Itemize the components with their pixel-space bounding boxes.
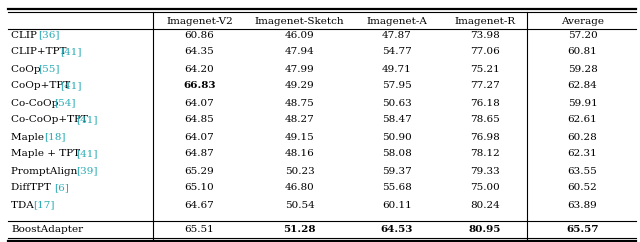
Text: CoOp: CoOp [12,65,44,74]
Text: 58.08: 58.08 [382,150,412,159]
Text: CoOp+TPT: CoOp+TPT [12,82,74,91]
Text: 63.89: 63.89 [568,201,597,210]
Text: Maple: Maple [12,133,47,142]
Text: 47.99: 47.99 [285,65,314,74]
Text: TDA: TDA [12,201,37,210]
Text: 50.54: 50.54 [285,201,314,210]
Text: [41]: [41] [60,82,81,91]
Text: 78.65: 78.65 [470,115,500,124]
Text: 57.95: 57.95 [382,82,412,91]
Text: 64.67: 64.67 [184,201,214,210]
Text: DiffTPT: DiffTPT [12,183,54,192]
Text: Imagenet-V2: Imagenet-V2 [166,16,233,25]
Text: 64.07: 64.07 [184,133,214,142]
Text: 64.53: 64.53 [381,226,413,234]
Text: [6]: [6] [54,183,69,192]
Text: Imagenet-A: Imagenet-A [367,16,428,25]
Text: 51.28: 51.28 [284,226,316,234]
Text: 48.75: 48.75 [285,98,314,107]
Text: 47.87: 47.87 [382,30,412,39]
Text: 60.86: 60.86 [184,30,214,39]
Text: 79.33: 79.33 [470,166,500,175]
Text: 73.98: 73.98 [470,30,500,39]
Text: [39]: [39] [76,166,98,175]
Text: 54.77: 54.77 [382,47,412,56]
Text: 46.80: 46.80 [285,183,314,192]
Text: 46.09: 46.09 [285,30,314,39]
Text: 49.71: 49.71 [382,65,412,74]
Text: 60.81: 60.81 [568,47,597,56]
Text: 64.87: 64.87 [184,150,214,159]
Text: 49.29: 49.29 [285,82,314,91]
Text: 65.51: 65.51 [184,226,214,234]
Text: 80.95: 80.95 [469,226,501,234]
Text: 66.83: 66.83 [183,82,216,91]
Text: 76.18: 76.18 [470,98,500,107]
Text: 63.55: 63.55 [568,166,597,175]
Text: 64.85: 64.85 [184,115,214,124]
Text: [54]: [54] [54,98,76,107]
Text: 78.12: 78.12 [470,150,500,159]
Text: [17]: [17] [33,201,54,210]
Text: 65.29: 65.29 [184,166,214,175]
Text: 75.00: 75.00 [470,183,500,192]
Text: Maple + TPT: Maple + TPT [12,150,84,159]
Text: [41]: [41] [76,150,98,159]
Text: BoostAdapter: BoostAdapter [12,226,83,234]
Text: Co-CoOp: Co-CoOp [12,98,62,107]
Text: 50.63: 50.63 [382,98,412,107]
Text: 80.24: 80.24 [470,201,500,210]
Text: [41]: [41] [76,115,98,124]
Text: 64.07: 64.07 [184,98,214,107]
Text: 60.28: 60.28 [568,133,597,142]
Text: 50.23: 50.23 [285,166,314,175]
Text: PromptAlign: PromptAlign [12,166,81,175]
Text: 59.37: 59.37 [382,166,412,175]
Text: 77.06: 77.06 [470,47,500,56]
Text: 65.57: 65.57 [566,226,599,234]
Text: 64.20: 64.20 [184,65,214,74]
Text: 48.16: 48.16 [285,150,314,159]
Text: [18]: [18] [44,133,65,142]
Text: 47.94: 47.94 [285,47,314,56]
Text: 77.27: 77.27 [470,82,500,91]
Text: CLIP+TPT: CLIP+TPT [12,47,70,56]
Text: 64.35: 64.35 [184,47,214,56]
Text: [36]: [36] [38,30,60,39]
Text: Imagenet-Sketch: Imagenet-Sketch [255,16,344,25]
Text: [55]: [55] [38,65,60,74]
Text: 59.28: 59.28 [568,65,597,74]
Text: 62.84: 62.84 [568,82,597,91]
Text: 65.10: 65.10 [184,183,214,192]
Text: 50.90: 50.90 [382,133,412,142]
Text: 57.20: 57.20 [568,30,597,39]
Text: 58.47: 58.47 [382,115,412,124]
Text: 62.61: 62.61 [568,115,597,124]
Text: 75.21: 75.21 [470,65,500,74]
Text: 59.91: 59.91 [568,98,597,107]
Text: Co-CoOp+TPT: Co-CoOp+TPT [12,115,92,124]
Text: 55.68: 55.68 [382,183,412,192]
Text: Imagenet-R: Imagenet-R [454,16,516,25]
Text: 62.31: 62.31 [568,150,597,159]
Text: Average: Average [561,16,604,25]
Text: CLIP: CLIP [12,30,40,39]
Text: 60.11: 60.11 [382,201,412,210]
Text: 76.98: 76.98 [470,133,500,142]
Text: 49.15: 49.15 [285,133,314,142]
Text: 60.52: 60.52 [568,183,597,192]
Text: 48.27: 48.27 [285,115,314,124]
Text: [41]: [41] [60,47,81,56]
